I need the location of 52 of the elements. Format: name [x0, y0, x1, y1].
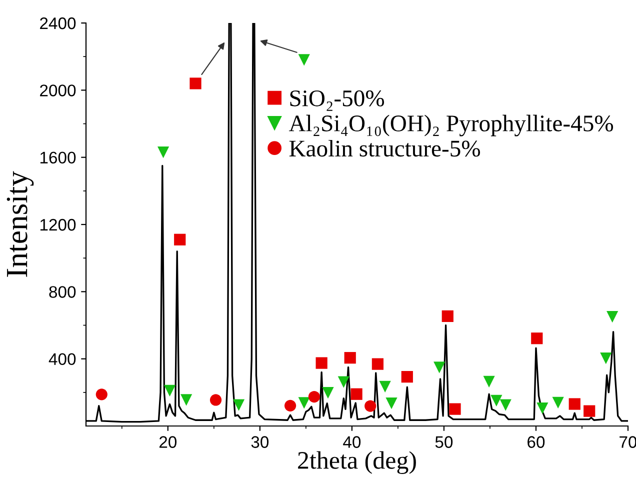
point: [316, 357, 328, 369]
y-tick-label: 400: [48, 353, 76, 366]
point: [401, 370, 413, 383]
point: [350, 388, 362, 400]
point: [500, 399, 512, 411]
x-tick-label: 40: [343, 436, 361, 448]
y-tick-label: 2000: [40, 84, 76, 96]
point: [164, 384, 176, 397]
point: [442, 310, 454, 322]
point: [308, 390, 320, 403]
point: [386, 398, 398, 410]
point: [174, 234, 186, 246]
line-series: [86, 23, 628, 423]
legend-label: SiO₂-50%: [290, 90, 384, 111]
point: [322, 386, 334, 399]
point: [157, 146, 170, 158]
x-axis-title: 2theta (deg): [298, 451, 416, 474]
x-tick-label: 50: [435, 436, 453, 448]
point: [483, 376, 495, 388]
y-tick-label: 1200: [40, 218, 76, 231]
legend-label: Kaolin structure-5%: [289, 140, 480, 157]
point: [210, 394, 222, 406]
x-tick-label: 60: [528, 436, 545, 448]
point: [180, 394, 192, 406]
point: [364, 400, 376, 412]
point: [379, 380, 391, 393]
point: [96, 388, 108, 400]
point: [552, 396, 564, 408]
point: [568, 398, 580, 410]
y-tick-label: 800: [49, 286, 76, 298]
point: [232, 399, 245, 411]
y-tick-label: 2400: [40, 17, 76, 30]
point: [536, 402, 548, 414]
y-axis-title: Intensity: [6, 171, 34, 277]
point: [338, 376, 350, 388]
point: [449, 403, 461, 415]
legend-label: Al₂Si₄O₁₀(OH)₂ Pyrophyllite-45%: [288, 114, 614, 136]
point: [298, 397, 310, 409]
point: [584, 405, 596, 417]
point: [531, 332, 543, 344]
point: [284, 400, 296, 412]
y-tick-label: 1600: [40, 152, 76, 164]
point: [372, 358, 384, 370]
point: [606, 311, 618, 323]
point: [490, 394, 502, 406]
point: [434, 362, 446, 374]
x-tick-label: 20: [159, 436, 177, 448]
x-tick-label: 30: [251, 436, 269, 448]
point: [344, 352, 356, 364]
point: [190, 78, 202, 90]
point: [298, 54, 310, 66]
point: [600, 352, 612, 364]
